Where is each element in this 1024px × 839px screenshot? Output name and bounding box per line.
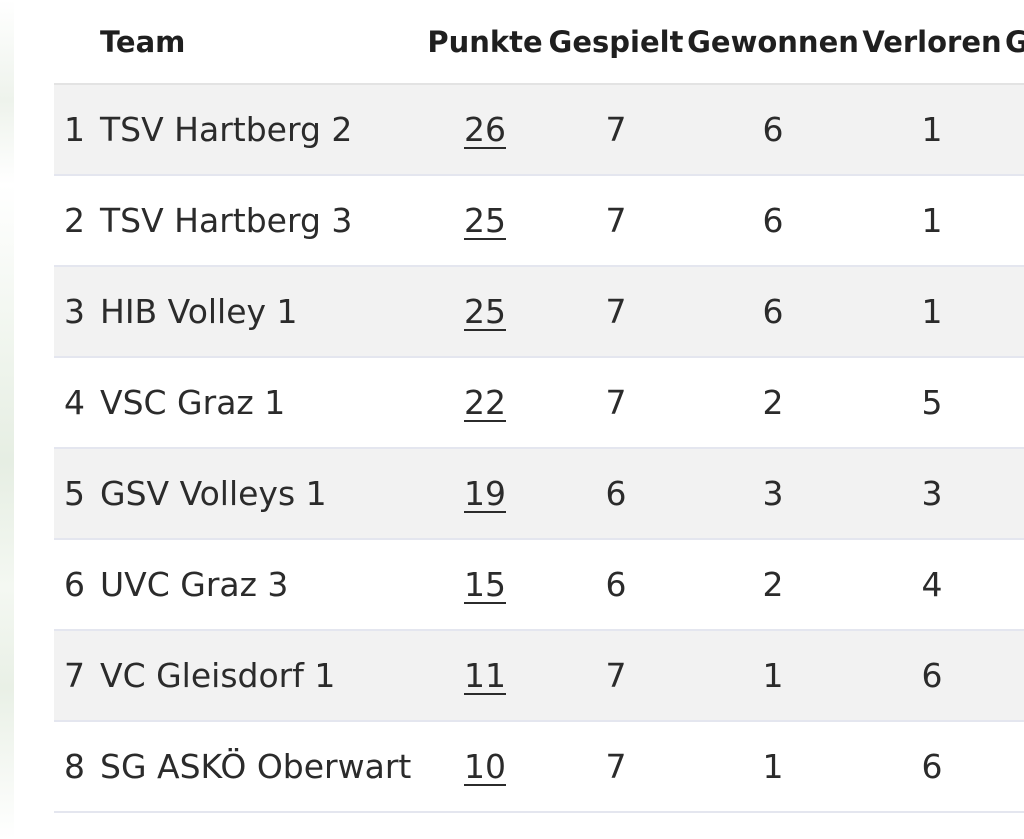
rank-cell: 8 bbox=[64, 747, 85, 786]
lost-cell: 1 bbox=[921, 292, 943, 331]
rank-column-header bbox=[54, 0, 100, 85]
background-strip bbox=[0, 0, 14, 839]
won-cell: 3 bbox=[762, 474, 784, 513]
played-cell: 6 bbox=[605, 565, 627, 604]
rank-cell: 4 bbox=[64, 383, 85, 422]
lost-cell: 1 bbox=[921, 201, 943, 240]
standings-table-container[interactable]: Team Punkte Gespielt Gewonnen Verloren G… bbox=[54, 0, 1024, 813]
won-cell: 1 bbox=[762, 747, 784, 786]
won-cell: 6 bbox=[762, 201, 784, 240]
team-name-cell: TSV Hartberg 3 bbox=[100, 201, 353, 240]
won-cell: 6 bbox=[762, 110, 784, 149]
team-name-cell: HIB Volley 1 bbox=[100, 292, 298, 331]
rank-cell: 5 bbox=[64, 474, 85, 513]
rank-cell: 3 bbox=[64, 292, 85, 331]
table-row: 6 UVC Graz 3 15 6 2 4 bbox=[54, 539, 1024, 630]
extra-cell bbox=[1005, 84, 1024, 175]
rank-cell: 1 bbox=[64, 110, 85, 149]
points-link[interactable]: 11 bbox=[464, 656, 506, 695]
played-column-header[interactable]: Gespielt bbox=[545, 0, 687, 85]
points-cell: 26 bbox=[425, 84, 545, 175]
table-row: 7 VC Gleisdorf 1 11 7 1 6 bbox=[54, 630, 1024, 721]
table-row: 2 TSV Hartberg 3 25 7 6 1 bbox=[54, 175, 1024, 266]
played-cell: 6 bbox=[605, 474, 627, 513]
lost-cell: 3 bbox=[921, 474, 943, 513]
won-cell: 2 bbox=[762, 565, 784, 604]
team-name-cell: GSV Volleys 1 bbox=[100, 474, 327, 513]
lost-cell: 6 bbox=[921, 747, 943, 786]
team-name-cell: VSC Graz 1 bbox=[100, 383, 286, 422]
points-cell: 10 bbox=[425, 721, 545, 812]
rank-cell: 7 bbox=[64, 656, 85, 695]
team-name-cell: SG ASKÖ Oberwart bbox=[100, 747, 412, 786]
played-cell: 7 bbox=[605, 110, 627, 149]
won-cell: 1 bbox=[762, 656, 784, 695]
points-cell: 25 bbox=[425, 266, 545, 357]
rank-cell: 2 bbox=[64, 201, 85, 240]
points-cell: 11 bbox=[425, 630, 545, 721]
lost-cell: 5 bbox=[921, 383, 943, 422]
won-cell: 6 bbox=[762, 292, 784, 331]
table-row: 5 GSV Volleys 1 19 6 3 3 bbox=[54, 448, 1024, 539]
team-column-header[interactable]: Team bbox=[100, 0, 425, 85]
played-cell: 7 bbox=[605, 656, 627, 695]
standings-table: Team Punkte Gespielt Gewonnen Verloren G… bbox=[54, 0, 1024, 813]
points-cell: 19 bbox=[425, 448, 545, 539]
played-cell: 7 bbox=[605, 747, 627, 786]
points-link[interactable]: 15 bbox=[464, 565, 506, 604]
played-cell: 7 bbox=[605, 383, 627, 422]
team-name-cell: UVC Graz 3 bbox=[100, 565, 289, 604]
extra-column-header[interactable]: G bbox=[1005, 0, 1024, 85]
table-header-row: Team Punkte Gespielt Gewonnen Verloren G bbox=[54, 0, 1024, 85]
extra-cell bbox=[1005, 539, 1024, 630]
extra-cell bbox=[1005, 266, 1024, 357]
lost-cell: 1 bbox=[921, 110, 943, 149]
won-column-header[interactable]: Gewonnen bbox=[687, 0, 859, 85]
points-link[interactable]: 25 bbox=[464, 201, 506, 240]
points-link[interactable]: 22 bbox=[464, 383, 506, 422]
points-link[interactable]: 26 bbox=[464, 110, 506, 149]
extra-cell bbox=[1005, 175, 1024, 266]
table-row: 4 VSC Graz 1 22 7 2 5 bbox=[54, 357, 1024, 448]
points-link[interactable]: 25 bbox=[464, 292, 506, 331]
table-row: 8 SG ASKÖ Oberwart 10 7 1 6 bbox=[54, 721, 1024, 812]
lost-cell: 6 bbox=[921, 656, 943, 695]
points-link[interactable]: 19 bbox=[464, 474, 506, 513]
extra-cell bbox=[1005, 630, 1024, 721]
table-row: 3 HIB Volley 1 25 7 6 1 bbox=[54, 266, 1024, 357]
extra-cell bbox=[1005, 448, 1024, 539]
team-name-cell: VC Gleisdorf 1 bbox=[100, 656, 336, 695]
extra-cell bbox=[1005, 357, 1024, 448]
points-cell: 25 bbox=[425, 175, 545, 266]
played-cell: 7 bbox=[605, 201, 627, 240]
points-cell: 22 bbox=[425, 357, 545, 448]
table-row: 1 TSV Hartberg 2 26 7 6 1 bbox=[54, 84, 1024, 175]
extra-cell bbox=[1005, 721, 1024, 812]
points-link[interactable]: 10 bbox=[464, 747, 506, 786]
played-cell: 7 bbox=[605, 292, 627, 331]
lost-column-header[interactable]: Verloren bbox=[859, 0, 1005, 85]
lost-cell: 4 bbox=[921, 565, 943, 604]
points-column-header[interactable]: Punkte bbox=[425, 0, 545, 85]
won-cell: 2 bbox=[762, 383, 784, 422]
team-name-cell: TSV Hartberg 2 bbox=[100, 110, 353, 149]
points-cell: 15 bbox=[425, 539, 545, 630]
rank-cell: 6 bbox=[64, 565, 85, 604]
